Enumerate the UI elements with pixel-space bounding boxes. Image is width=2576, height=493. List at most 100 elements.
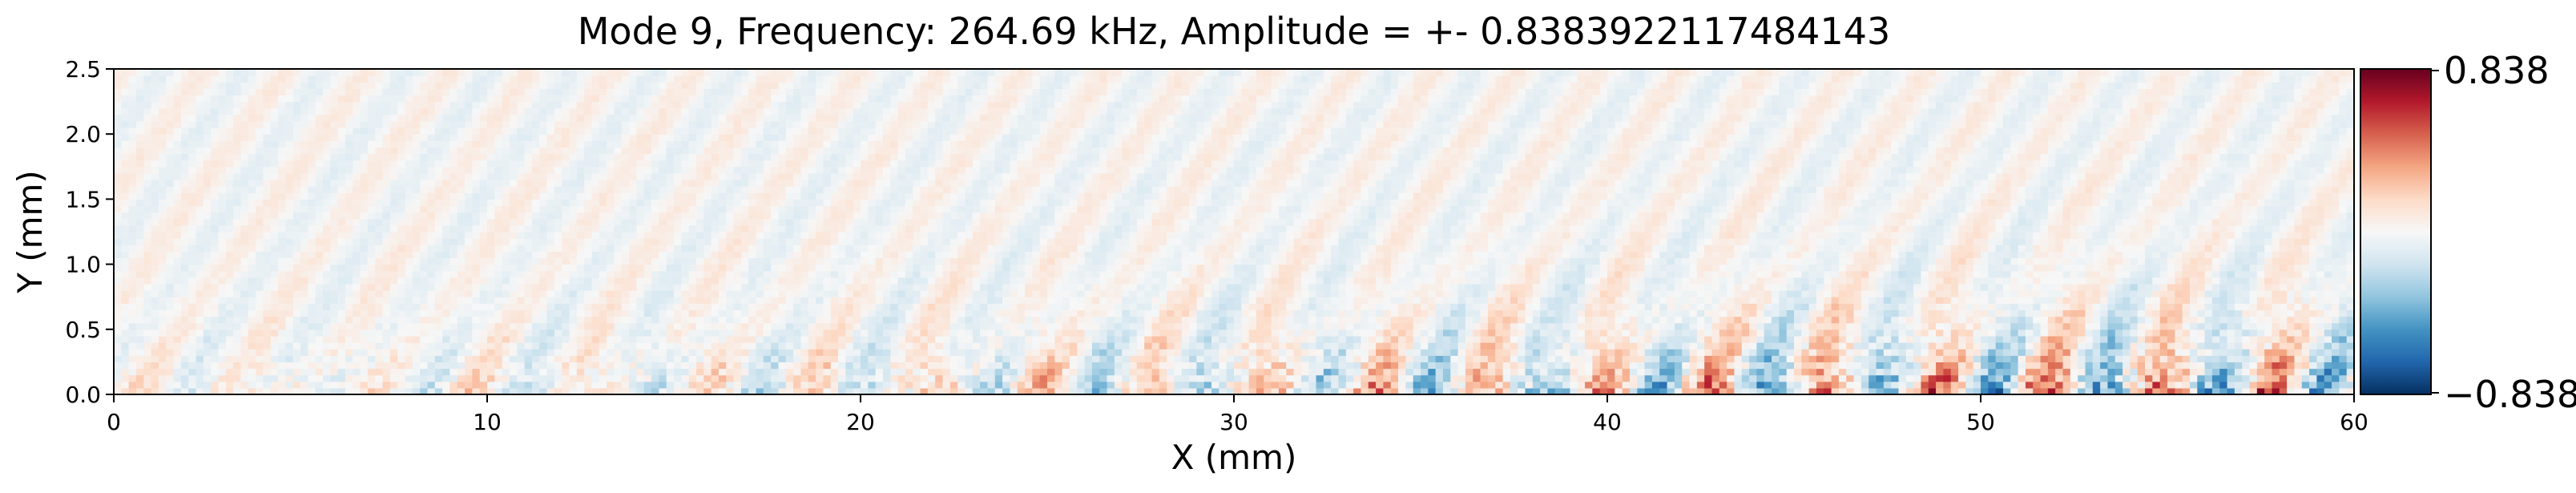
heatmap-cell: [1554, 349, 1563, 356]
heatmap-cell: [793, 355, 802, 362]
heatmap-cell: [1622, 342, 1631, 350]
heatmap-cell: [1495, 329, 1504, 337]
heatmap-cell: [1189, 342, 1197, 350]
heatmap-cell: [905, 303, 913, 311]
heatmap-cell: [1286, 381, 1295, 389]
heatmap-cell: [576, 322, 585, 330]
heatmap-cell: [1883, 355, 1892, 362]
heatmap-cell: [1988, 329, 1997, 337]
heatmap-cell: [1174, 322, 1183, 330]
heatmap-cell: [1779, 349, 1788, 356]
heatmap-cell: [1973, 297, 1981, 304]
heatmap-cell: [397, 355, 406, 362]
heatmap-cell: [2070, 297, 2078, 304]
heatmap-cell: [1338, 387, 1347, 395]
heatmap-cell: [1017, 349, 1026, 356]
heatmap-cell: [1338, 381, 1347, 389]
heatmap-cell: [2211, 374, 2220, 382]
heatmap-cell: [1801, 322, 1810, 330]
heatmap-cell: [517, 316, 526, 324]
heatmap-cell: [2287, 303, 2296, 311]
heatmap-cell: [1831, 387, 1840, 395]
heatmap-cell: [1659, 309, 1668, 317]
heatmap-cell: [1824, 309, 1832, 317]
heatmap-cell: [1898, 316, 1907, 324]
heatmap-cell: [405, 349, 413, 356]
heatmap-cell: [203, 387, 212, 395]
heatmap-cell: [1286, 283, 1295, 291]
heatmap-cell: [562, 342, 570, 350]
heatmap-cell: [1129, 387, 1138, 395]
heatmap-cell: [2033, 374, 2042, 382]
heatmap-cell: [659, 362, 667, 370]
heatmap-cell: [651, 283, 659, 291]
heatmap-cell: [2018, 335, 2026, 343]
heatmap-cell: [1084, 309, 1093, 317]
heatmap-cell: [1532, 368, 1541, 376]
heatmap-cell: [1749, 316, 1757, 324]
heatmap-cell: [2197, 297, 2206, 304]
heatmap-cell: [651, 309, 659, 317]
heatmap-cell: [1667, 316, 1675, 324]
heatmap-cell: [816, 316, 824, 324]
heatmap-cell: [920, 387, 929, 395]
heatmap-cell: [1428, 283, 1437, 291]
heatmap-cell: [890, 335, 899, 343]
heatmap-cell: [1682, 374, 1691, 382]
heatmap-cell: [2100, 297, 2109, 304]
heatmap-cell: [1144, 309, 1153, 317]
heatmap-cell: [2332, 322, 2340, 330]
heatmap-cell: [211, 362, 220, 370]
heatmap-cell: [292, 368, 301, 376]
heatmap-cell: [733, 329, 742, 337]
heatmap-cell: [1816, 387, 1824, 395]
heatmap-cell: [920, 362, 929, 370]
heatmap-cell: [1368, 349, 1377, 356]
heatmap-cell: [524, 309, 533, 317]
heatmap-cell: [651, 316, 659, 324]
heatmap-cell: [270, 322, 279, 330]
heatmap-cell: [816, 381, 824, 389]
heatmap-cell: [524, 342, 533, 350]
heatmap-cell: [621, 316, 630, 324]
heatmap-cell: [897, 342, 906, 350]
heatmap-cell: [1928, 322, 1937, 330]
heatmap-cell: [173, 297, 182, 304]
heatmap-cell: [225, 322, 234, 330]
heatmap-cell: [240, 316, 249, 324]
heatmap-cell: [1345, 290, 1354, 297]
heatmap-cell: [629, 368, 637, 376]
heatmap-cell: [2287, 290, 2296, 297]
heatmap-cell: [554, 349, 562, 356]
heatmap-cell: [1727, 355, 1735, 362]
heatmap-cell: [1271, 368, 1280, 376]
heatmap-cell: [397, 309, 406, 317]
heatmap-cell: [2159, 374, 2168, 382]
heatmap-cell: [300, 387, 308, 395]
heatmap-cell: [292, 349, 301, 356]
heatmap-cell: [1547, 342, 1556, 350]
heatmap-cell: [1719, 309, 1727, 317]
heatmap-cell: [1405, 322, 1414, 330]
heatmap-cell: [1629, 374, 1638, 382]
heatmap-cell: [2145, 335, 2153, 343]
heatmap-cell: [2040, 290, 2049, 297]
heatmap-cell: [322, 368, 331, 376]
heatmap-cell: [173, 381, 182, 389]
heatmap-cell: [1651, 322, 1660, 330]
heatmap-cell: [942, 362, 951, 370]
heatmap-cell: [748, 297, 757, 304]
heatmap-cell: [2219, 316, 2228, 324]
heatmap-cell: [681, 316, 690, 324]
heatmap-cell: [1345, 368, 1354, 376]
heatmap-cell: [711, 387, 720, 395]
heatmap-cell: [2249, 368, 2258, 376]
heatmap-cell: [1264, 387, 1272, 395]
heatmap-cell: [2114, 342, 2123, 350]
heatmap-cell: [987, 297, 996, 304]
heatmap-cell: [158, 322, 167, 330]
heatmap-cell: [1203, 387, 1212, 395]
heatmap-cell: [2137, 290, 2146, 297]
heatmap-cell: [1876, 368, 1885, 376]
heatmap-cell: [1144, 329, 1153, 337]
